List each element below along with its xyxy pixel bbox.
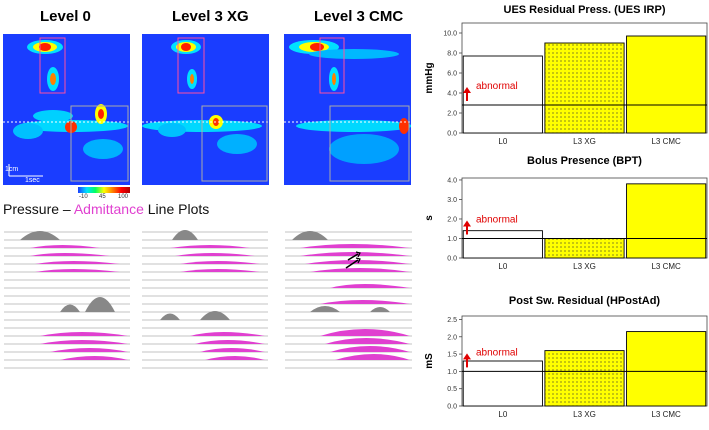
abnormal-arrow-icon bbox=[463, 353, 471, 360]
abnormal-label: abnormal bbox=[476, 81, 518, 92]
y-tick-label: 0.0 bbox=[447, 404, 457, 411]
y-tick-label: 3.0 bbox=[447, 197, 457, 204]
lineplot-panels bbox=[4, 230, 412, 369]
y-axis-label: mS bbox=[424, 353, 435, 369]
y-axis-label: mmHg bbox=[424, 62, 435, 93]
panel-title-level3cmc: Level 3 CMC bbox=[314, 8, 404, 25]
chart-post-swallow-residual: Post Sw. Residual (HPostAd) mS 0.0 0.5 1.0 1.… bbox=[424, 295, 708, 419]
abnormal-arrow-icon bbox=[463, 87, 471, 93]
chart-bolus-presence: Bolus Presence (BPT) s 0.0 1.0 2.0 3.0 4.0 L0 L3… bbox=[424, 155, 708, 271]
y-tick-label: 2.0 bbox=[447, 216, 457, 223]
abnormal-arrow-icon bbox=[463, 220, 471, 227]
y-tick-label: 1.5 bbox=[447, 352, 457, 359]
x-tick-label: L3 XG bbox=[573, 137, 596, 146]
colorbar-tick-min: -10 bbox=[79, 194, 88, 200]
x-tick-label: L3 XG bbox=[573, 410, 596, 419]
abnormal-label: abnormal bbox=[476, 214, 518, 225]
lineplot-title-highlight: Admittance bbox=[73, 201, 144, 217]
y-tick-label: 1.0 bbox=[447, 236, 457, 243]
x-tick-label: L3 XG bbox=[573, 262, 596, 271]
bar-l3-cmc bbox=[626, 35, 707, 134]
lineplot-title: Pressure – Admittance Line Plots bbox=[3, 201, 209, 217]
colorbar-tick-max: 100 bbox=[118, 194, 129, 200]
bar-l3-xg bbox=[544, 350, 625, 407]
bar-l0 bbox=[462, 230, 543, 259]
pressure-topography-level0: 1cm 1sec bbox=[3, 34, 130, 185]
y-axis-label: s bbox=[424, 215, 435, 221]
x-tick-label: L0 bbox=[498, 262, 507, 271]
x-tick-label: L0 bbox=[498, 410, 507, 419]
chart-ues-irp: UES Residual Press. (UES IRP) mmHg 0.0 2.0 4… bbox=[424, 4, 708, 146]
bar-l0 bbox=[462, 55, 543, 134]
y-tick-label: 0.5 bbox=[447, 386, 457, 393]
y-tick-label: 2.0 bbox=[447, 111, 457, 118]
abnormal-label: abnormal bbox=[476, 347, 518, 358]
bar-l3-xg bbox=[544, 42, 625, 134]
bar-l3-cmc bbox=[626, 331, 707, 407]
lineplot-level3xg bbox=[142, 230, 268, 369]
pressure-topography-level3cmc bbox=[284, 34, 411, 185]
y-tick-label: 8.0 bbox=[447, 51, 457, 58]
lineplot-title-prefix: Pressure – bbox=[3, 201, 74, 217]
panel-title-level0: Level 0 bbox=[40, 8, 91, 25]
lineplot-level0 bbox=[4, 231, 130, 369]
bar-l0 bbox=[462, 360, 543, 407]
lineplot-level3cmc bbox=[285, 231, 412, 369]
scale-time-label: 1sec bbox=[25, 177, 40, 184]
bar-l3-xg bbox=[544, 238, 625, 259]
chart-title: UES Residual Press. (UES IRP) bbox=[504, 4, 666, 16]
lineplot-title-suffix: Line Plots bbox=[143, 201, 210, 217]
y-tick-label: 2.5 bbox=[447, 317, 457, 324]
y-tick-label: 6.0 bbox=[447, 71, 457, 78]
y-tick-label: 10.0 bbox=[443, 31, 457, 38]
colorbar-tick-mid: 45 bbox=[99, 194, 106, 200]
y-tick-label: 2.0 bbox=[447, 334, 457, 341]
pressure-topography-level3xg bbox=[142, 34, 269, 185]
x-tick-label: L0 bbox=[498, 137, 507, 146]
y-tick-label: 0.0 bbox=[447, 131, 457, 138]
chart-title: Bolus Presence (BPT) bbox=[527, 155, 642, 167]
x-tick-label: L3 CMC bbox=[651, 262, 681, 271]
scale-distance-label: 1cm bbox=[5, 166, 19, 173]
x-tick-label: L3 CMC bbox=[651, 410, 681, 419]
panel-title-level3xg: Level 3 XG bbox=[172, 8, 249, 25]
y-tick-label: 0.0 bbox=[447, 256, 457, 263]
bar-l3-cmc bbox=[626, 183, 707, 259]
y-tick-label: 1.0 bbox=[447, 369, 457, 376]
chart-title: Post Sw. Residual (HPostAd) bbox=[509, 295, 661, 307]
y-tick-label: 4.0 bbox=[447, 177, 457, 184]
x-tick-label: L3 CMC bbox=[651, 137, 681, 146]
y-tick-label: 4.0 bbox=[447, 91, 457, 98]
colorbar bbox=[78, 187, 130, 193]
